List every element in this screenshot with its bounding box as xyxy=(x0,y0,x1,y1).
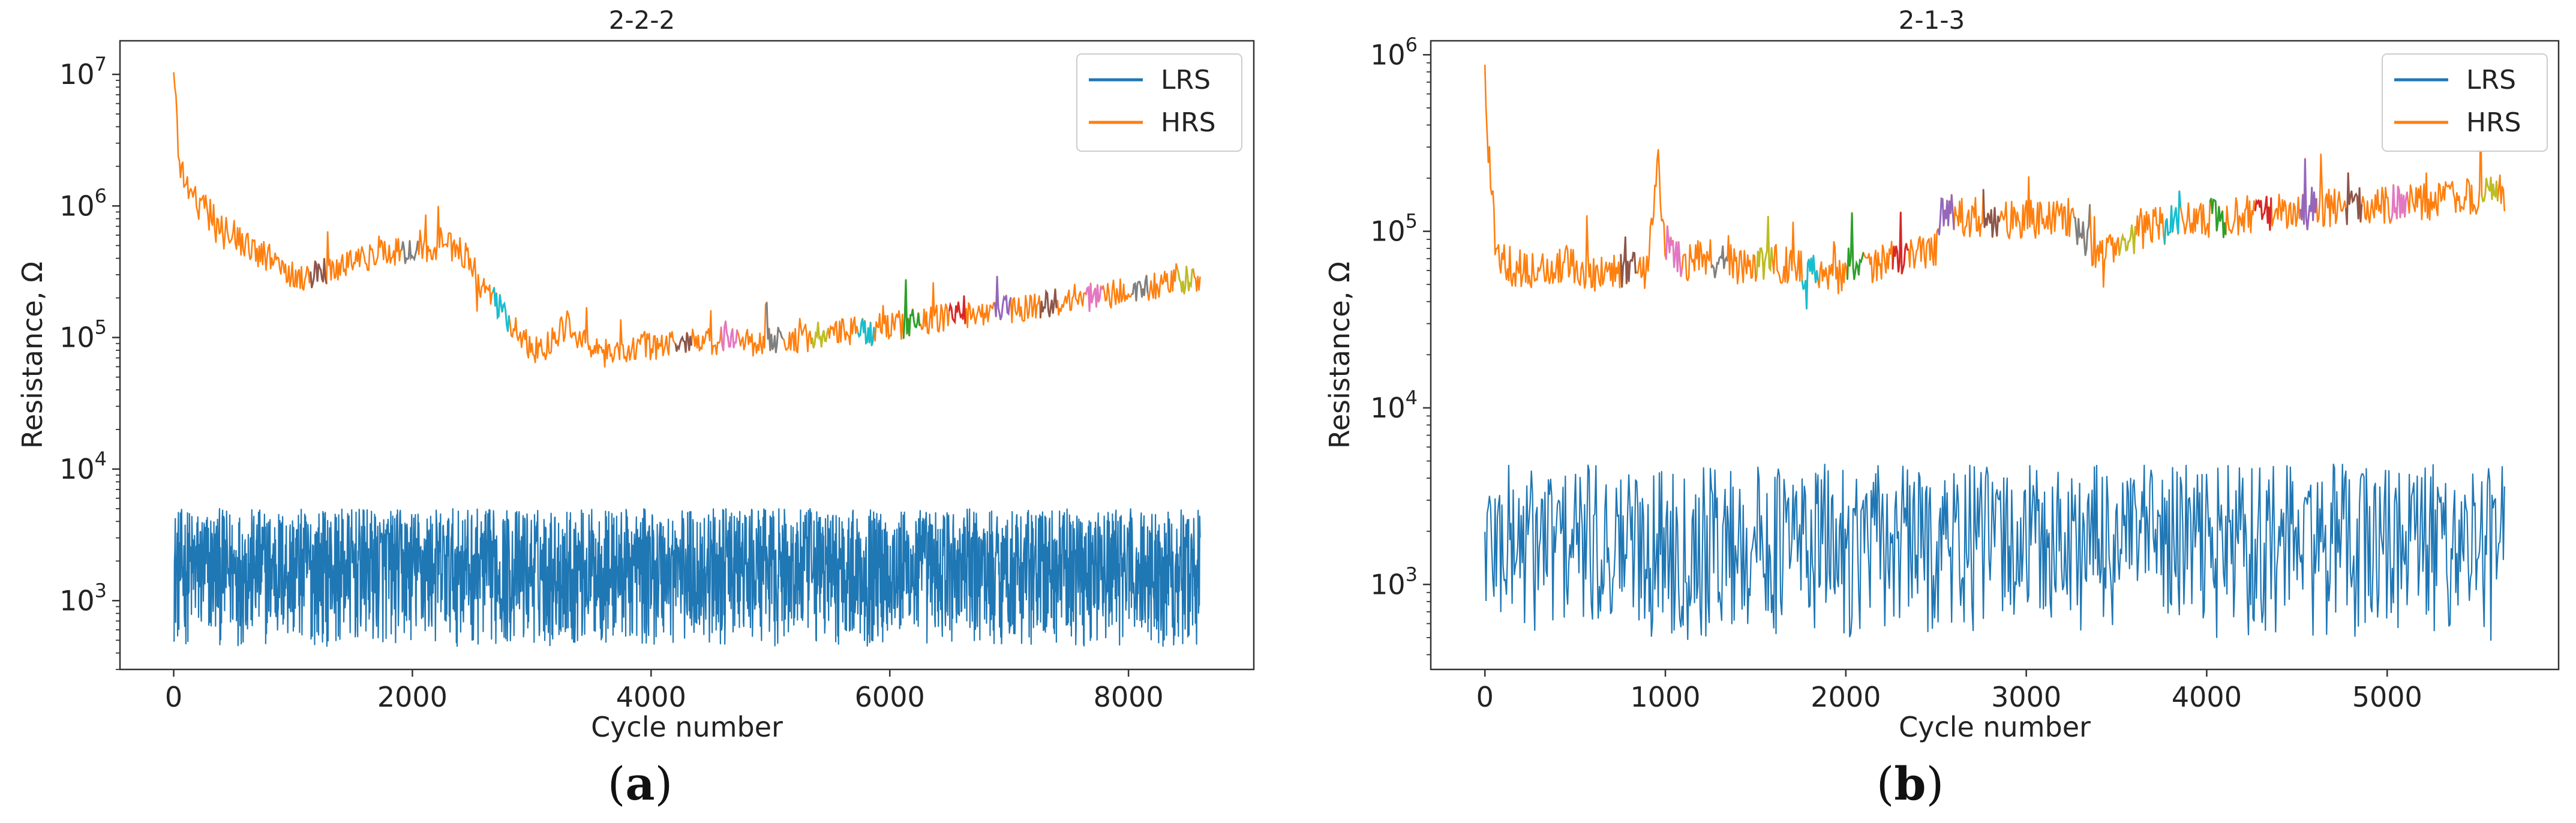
chart-b-xlabel: Cycle number xyxy=(1899,711,2091,743)
chart-a-xlabel: Cycle number xyxy=(591,711,783,743)
chart-b: 2-1-3 0 1000 2000 3000 4000 5000 103 104 105 106… xyxy=(1323,5,2560,743)
hrs-segment xyxy=(948,296,966,325)
hrs-segment xyxy=(811,322,830,349)
y-tick-label: 105 xyxy=(59,316,107,354)
hrs-segment xyxy=(2390,185,2408,221)
hrs-segment xyxy=(1131,275,1149,301)
hrs-segment xyxy=(1176,266,1194,294)
hrs-segment xyxy=(1085,283,1103,311)
lrs-line xyxy=(173,507,1201,647)
hrs-line xyxy=(173,72,1201,368)
hrs-segment xyxy=(720,321,738,351)
x-tick-label: 3000 xyxy=(1991,681,2061,713)
hrs-segment xyxy=(401,241,419,264)
hrs-segment xyxy=(857,318,875,346)
hrs-segment xyxy=(674,332,693,353)
chart-a-ylabel: Resistance, Ω xyxy=(16,262,49,449)
hrs-segment xyxy=(1801,255,1819,310)
hrs-segment xyxy=(2299,158,2317,230)
y-tick-label: 104 xyxy=(59,447,107,485)
hrs-line xyxy=(1484,64,2506,310)
x-tick-label: 6000 xyxy=(855,681,925,713)
y-tick-label: 104 xyxy=(1370,386,1418,424)
panel-b: 2-1-3 0 1000 2000 3000 4000 5000 103 104 105 106… xyxy=(1288,0,2576,823)
x-tick-label: 8000 xyxy=(1094,681,1164,713)
y-tick-label: 106 xyxy=(59,184,107,222)
y-tick-label: 103 xyxy=(1370,563,1418,600)
y-tick-label: 107 xyxy=(59,53,107,91)
x-tick-label: 1000 xyxy=(1631,681,1701,713)
caption-b-letter: b xyxy=(1894,757,1926,810)
chart-a-plot-area xyxy=(119,40,1255,671)
x-tick-label: 5000 xyxy=(2352,681,2422,713)
chart-a-title: 2-2-2 xyxy=(609,5,675,35)
chart-b-title: 2-1-3 xyxy=(1899,5,1965,35)
x-tick-label: 2000 xyxy=(1811,681,1881,713)
caption-a-letter: a xyxy=(625,757,655,810)
hrs-segment xyxy=(2254,196,2272,231)
y-tick-label: 106 xyxy=(1370,33,1418,71)
chart-b-series-hrs xyxy=(1484,64,2506,310)
chart-b-series-lrs xyxy=(1484,463,2505,641)
chart-a-series-hrs xyxy=(173,72,1201,368)
hrs-segment xyxy=(2344,172,2363,225)
chart-a-series-lrs xyxy=(173,507,1201,647)
chart-a-x-axis: 0 2000 4000 6000 8000 xyxy=(165,669,1164,713)
hrs-segment xyxy=(2118,225,2136,256)
y-tick-label: 105 xyxy=(1370,210,1418,248)
chart-a-legend: LRS HRS xyxy=(1076,53,1242,152)
chart-a-y-axis: 103 104 105 106 107 xyxy=(59,53,120,670)
hrs-segment xyxy=(310,258,328,289)
hrs-segment xyxy=(1665,226,1683,277)
chart-b-y-axis: 103 104 105 106 xyxy=(1370,33,1431,656)
hrs-segment xyxy=(1937,194,1955,235)
hrs-segment xyxy=(765,302,784,353)
x-tick-label: 0 xyxy=(1476,681,1494,713)
hrs-segment xyxy=(1710,246,1728,278)
legend-lrs-label: LRS xyxy=(1161,65,1211,95)
legend-hrs-label: HRS xyxy=(1161,107,1216,138)
hrs-segment xyxy=(1847,212,1865,280)
hrs-segment xyxy=(2163,191,2182,245)
x-tick-label: 4000 xyxy=(616,681,686,713)
hrs-segment xyxy=(2073,205,2091,256)
x-tick-label: 0 xyxy=(165,681,182,713)
lrs-line xyxy=(1484,463,2505,641)
hrs-segment xyxy=(2209,198,2227,238)
caption-a: (a) xyxy=(607,757,673,810)
chart-b-x-axis: 0 1000 2000 3000 4000 5000 xyxy=(1476,669,2422,713)
chart-b-ylabel: Resistance, Ω xyxy=(1323,262,1356,449)
legend-hrs-label: HRS xyxy=(2466,107,2521,138)
legend-lrs-label: LRS xyxy=(2466,65,2516,95)
hrs-segment xyxy=(2481,177,2499,203)
hrs-segment xyxy=(993,276,1012,320)
caption-b: (b) xyxy=(1876,757,1944,810)
hrs-segment xyxy=(1620,236,1637,287)
x-tick-label: 4000 xyxy=(2172,681,2242,713)
panel-a: 2-2-2 0 2000 4000 6000 8000 103 104 105 106 107 … xyxy=(16,5,1255,810)
hrs-segment xyxy=(1892,212,1909,274)
hrs-segment xyxy=(902,280,921,339)
hrs-segment xyxy=(1039,289,1058,319)
chart-a: 2-2-2 0 2000 4000 6000 8000 103104105106107 … xyxy=(16,5,1255,743)
hrs-segment xyxy=(1982,189,2001,238)
y-tick-label: 103 xyxy=(59,579,107,617)
chart-b-legend: LRS HRS xyxy=(2382,53,2548,152)
hrs-segment xyxy=(1755,216,1774,280)
x-tick-label: 2000 xyxy=(377,681,448,713)
hrs-segment xyxy=(492,287,510,332)
